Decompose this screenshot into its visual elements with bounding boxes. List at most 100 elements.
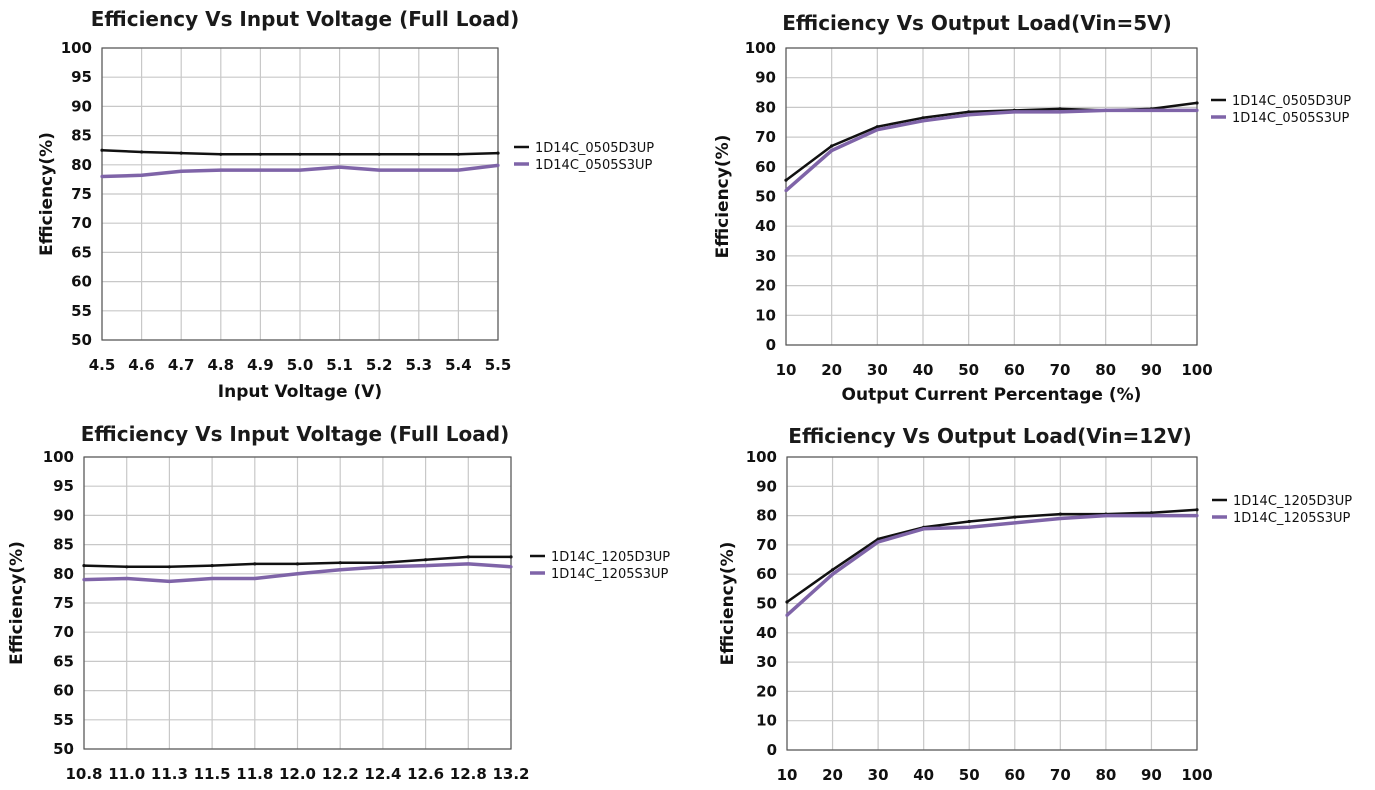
data-point xyxy=(1149,108,1153,112)
x-tick-label: 10.8 xyxy=(65,765,102,783)
y-tick-label: 80 xyxy=(53,565,74,583)
data-point xyxy=(210,564,214,568)
data-point xyxy=(967,519,971,524)
x-tick-label: 30 xyxy=(867,361,888,379)
legend-label: 1D14C_1205D3UP xyxy=(1233,494,1352,509)
data-point xyxy=(1195,108,1199,112)
data-point xyxy=(377,168,381,172)
y-axis-label: Efficiency(%) xyxy=(37,132,57,256)
y-axis-label: Efficiency(%) xyxy=(713,135,733,259)
y-tick-label: 85 xyxy=(53,536,74,554)
y-tick-label: 60 xyxy=(755,158,776,176)
data-point xyxy=(417,152,421,156)
x-tick-label: 70 xyxy=(1050,361,1071,379)
x-tick-label: 5.3 xyxy=(406,356,433,374)
data-point xyxy=(219,168,223,172)
y-tick-label: 55 xyxy=(71,302,92,320)
data-point xyxy=(338,152,342,156)
y-tick-label: 100 xyxy=(61,39,92,57)
x-tick-label: 5.0 xyxy=(287,356,314,374)
y-tick-label: 20 xyxy=(756,682,777,700)
data-point xyxy=(785,613,789,617)
data-point xyxy=(830,144,834,148)
x-tick-label: 13.2 xyxy=(492,765,529,783)
y-tick-label: 10 xyxy=(756,712,777,730)
data-point xyxy=(140,150,144,154)
data-point xyxy=(1149,514,1154,518)
legend-label: 1D14C_1205D3UP xyxy=(551,550,670,565)
x-tick-label: 5.4 xyxy=(445,356,472,374)
data-point xyxy=(466,562,470,566)
x-tick-label: 50 xyxy=(958,361,979,379)
data-point xyxy=(456,168,460,172)
y-tick-label: 65 xyxy=(71,243,92,261)
plot-frame xyxy=(101,47,499,341)
y-tick-label: 65 xyxy=(53,652,74,670)
data-point xyxy=(875,128,879,132)
data-point xyxy=(466,555,470,559)
y-tick-label: 100 xyxy=(43,448,74,466)
y-tick-label: 0 xyxy=(766,336,776,354)
y-tick-label: 70 xyxy=(53,623,74,641)
legend-label: 1D14C_0505D3UP xyxy=(1232,94,1351,109)
data-point xyxy=(377,152,381,156)
data-point xyxy=(100,148,104,152)
data-point xyxy=(338,561,342,565)
x-tick-label: 100 xyxy=(1181,766,1212,784)
y-tick-label: 20 xyxy=(755,277,776,295)
chart-title: Efficiency Vs Input Voltage (Full Load) xyxy=(81,422,509,446)
y-tick-label: 0 xyxy=(767,741,777,759)
x-tick-label: 11.0 xyxy=(108,765,145,783)
data-point xyxy=(876,540,880,544)
x-tick-label: 70 xyxy=(1050,766,1071,784)
y-tick-label: 100 xyxy=(746,448,777,466)
legend-label: 1D14C_0505S3UP xyxy=(1232,111,1350,126)
data-point xyxy=(82,564,86,568)
y-tick-label: 80 xyxy=(755,98,776,116)
data-point xyxy=(298,152,302,156)
y-tick-label: 75 xyxy=(71,185,92,203)
data-point xyxy=(830,572,835,576)
data-point xyxy=(785,600,789,604)
x-tick-label: 20 xyxy=(821,361,842,379)
data-point xyxy=(1058,516,1062,521)
data-point xyxy=(1104,108,1108,112)
y-axis-label: Efficiency(%) xyxy=(718,542,738,666)
data-point xyxy=(338,568,342,572)
x-tick-label: 80 xyxy=(1095,361,1116,379)
x-tick-label: 60 xyxy=(1004,766,1025,784)
data-point xyxy=(295,572,300,576)
y-tick-label: 70 xyxy=(756,536,777,554)
y-tick-label: 75 xyxy=(53,594,74,612)
y-tick-label: 90 xyxy=(53,506,74,524)
y-tick-label: 80 xyxy=(71,156,92,174)
x-tick-label: 4.9 xyxy=(247,356,274,374)
y-tick-label: 50 xyxy=(755,188,776,206)
y-tick-label: 30 xyxy=(755,247,776,265)
x-tick-label: 90 xyxy=(1141,766,1162,784)
data-point xyxy=(967,113,971,117)
chart-3: Efficiency Vs Input Voltage (Full Load) 5… xyxy=(7,422,670,783)
x-tick-label: 12.8 xyxy=(450,765,487,783)
data-point xyxy=(82,578,86,582)
y-tick-label: 60 xyxy=(756,565,777,583)
data-point xyxy=(210,576,214,581)
data-point xyxy=(1013,521,1017,525)
data-point xyxy=(784,178,788,182)
x-tick-label: 11.5 xyxy=(194,765,231,783)
x-tick-label: 11.8 xyxy=(236,765,273,783)
y-tick-label: 10 xyxy=(755,306,776,324)
data-point xyxy=(338,165,342,169)
plot-frame xyxy=(785,47,1198,346)
data-point xyxy=(830,148,834,153)
x-tick-label: 5.1 xyxy=(326,356,353,374)
x-tick-label: 30 xyxy=(868,766,889,784)
legend-label: 1D14C_0505S3UP xyxy=(535,158,653,173)
data-point xyxy=(1195,514,1199,518)
y-tick-label: 90 xyxy=(756,477,777,495)
data-point xyxy=(417,168,421,172)
data-point xyxy=(830,568,835,572)
x-tick-label: 12.6 xyxy=(407,765,444,783)
y-tick-label: 50 xyxy=(756,595,777,613)
